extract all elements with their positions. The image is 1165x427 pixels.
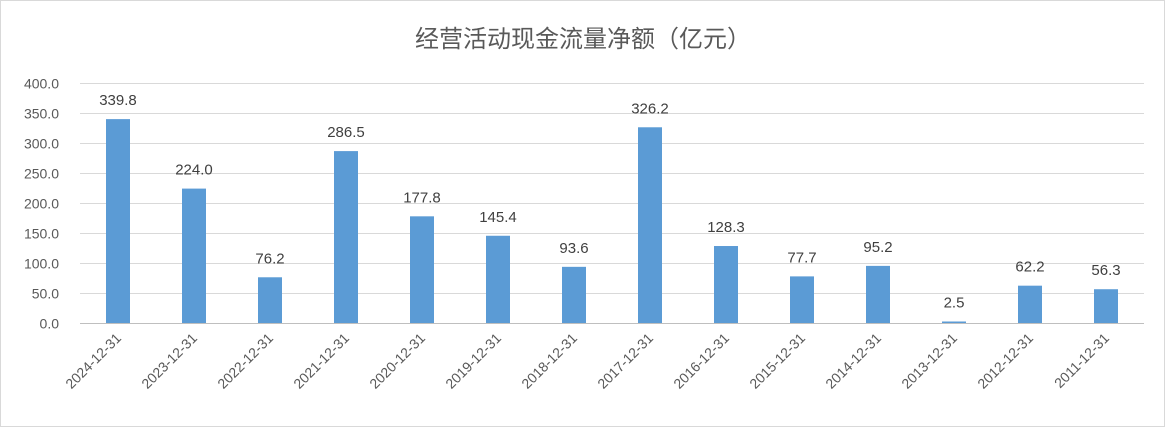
x-tick-label: 2015-12-31 — [746, 330, 808, 392]
data-label: 93.6 — [559, 240, 588, 257]
x-tick-label: 2018-12-31 — [518, 330, 580, 392]
x-tick-label: 2012-12-31 — [974, 330, 1036, 392]
y-tick-label: 300.0 — [24, 136, 59, 152]
bar — [106, 119, 130, 324]
y-tick-label: 200.0 — [24, 196, 59, 212]
x-tick-label: 2020-12-31 — [366, 330, 428, 392]
data-label: 145.4 — [479, 209, 517, 226]
data-label: 76.2 — [255, 250, 284, 267]
bar — [714, 246, 738, 323]
chart-title: 经营活动现金流量净额（亿元） — [415, 25, 751, 53]
x-tick-label: 2016-12-31 — [670, 330, 732, 392]
data-label: 2.5 — [944, 295, 965, 312]
data-labels: 339.8 224.0 76.2 286.5 177.8 145.4 93.6 326.2 12… — [99, 92, 1120, 311]
bar — [334, 151, 358, 323]
data-label: 77.7 — [787, 249, 816, 266]
bar — [942, 321, 966, 323]
gridlines — [80, 83, 1144, 294]
x-axis-ticks: 2024-12-31 2023-12-31 2022-12-31 2021-12-31… — [62, 330, 1112, 392]
y-axis-ticks: 0.0 50.0 100.0 150.0 200.0 250.0 300.0 350.0 400… — [24, 76, 59, 332]
bars — [106, 119, 1118, 324]
y-tick-label: 250.0 — [24, 166, 59, 182]
bar — [1094, 289, 1118, 323]
bar — [182, 188, 206, 323]
bar — [638, 127, 662, 323]
x-tick-label: 2017-12-31 — [594, 330, 656, 392]
data-label: 286.5 — [327, 124, 365, 141]
bar — [866, 265, 890, 323]
data-label: 56.3 — [1091, 262, 1120, 279]
x-tick-label: 2014-12-31 — [822, 330, 884, 392]
y-tick-label: 350.0 — [24, 106, 59, 122]
data-label: 326.2 — [631, 100, 669, 117]
y-tick-label: 0.0 — [40, 316, 60, 332]
bar — [258, 277, 282, 323]
data-label: 128.3 — [707, 219, 745, 236]
x-tick-label: 2011-12-31 — [1051, 330, 1112, 391]
data-label: 95.2 — [863, 239, 892, 256]
bar — [410, 216, 434, 323]
y-tick-label: 100.0 — [24, 256, 59, 272]
data-label: 224.0 — [175, 162, 213, 179]
data-label: 339.8 — [99, 92, 137, 109]
x-tick-label: 2023-12-31 — [138, 330, 200, 392]
data-label: 62.2 — [1015, 259, 1044, 276]
x-tick-label: 2019-12-31 — [442, 330, 504, 392]
x-tick-label: 2021-12-31 — [290, 330, 352, 392]
x-tick-label: 2022-12-31 — [214, 330, 276, 392]
x-tick-label: 2024-12-31 — [62, 330, 124, 392]
bar — [1018, 285, 1042, 323]
bar — [486, 235, 510, 323]
bar — [562, 266, 586, 323]
x-tick-label: 2013-12-31 — [898, 330, 960, 392]
y-tick-label: 50.0 — [32, 286, 59, 302]
data-label: 177.8 — [403, 189, 441, 206]
y-tick-label: 400.0 — [24, 76, 59, 92]
y-tick-label: 150.0 — [24, 226, 59, 242]
bar — [790, 276, 814, 323]
